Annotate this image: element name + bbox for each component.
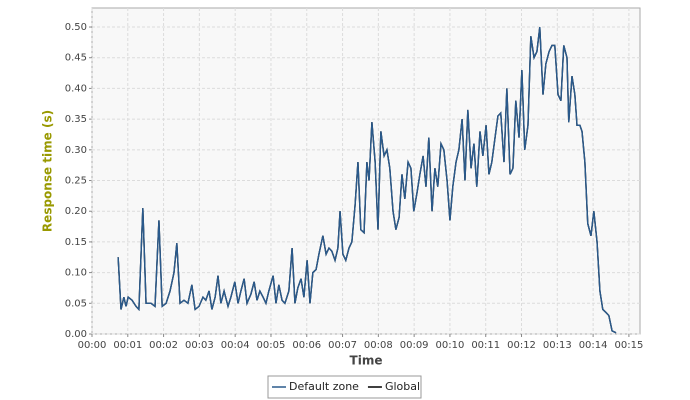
x-tick-label: 00:11	[471, 340, 500, 351]
x-tick-label: 00:07	[328, 340, 357, 351]
x-axis-label: Time	[350, 354, 383, 368]
x-tick-label: 00:05	[257, 340, 286, 351]
x-tick-label: 00:03	[185, 340, 214, 351]
y-tick-label: 0.05	[65, 298, 87, 309]
y-tick-label: 0.20	[65, 206, 87, 217]
x-tick-label: 00:12	[507, 340, 536, 351]
y-tick-label: 0.40	[65, 83, 87, 94]
legend-label: Default zone	[289, 380, 359, 393]
y-tick-label: 0.00	[65, 329, 87, 340]
legend-label: Global	[385, 380, 420, 393]
legend-box	[267, 375, 422, 399]
y-tick-label: 0.25	[65, 176, 87, 187]
y-tick-label: 0.15	[65, 237, 87, 248]
x-tick-label: 00:06	[292, 340, 321, 351]
x-tick-label: 00:00	[78, 340, 107, 351]
x-tick-label: 00:09	[400, 340, 429, 351]
y-tick-label: 0.50	[65, 22, 87, 33]
y-tick-label: 0.10	[65, 268, 87, 279]
y-tick-label: 0.35	[65, 114, 87, 125]
x-tick-label: 00:10	[436, 340, 465, 351]
x-tick-label: 00:15	[614, 340, 643, 351]
series-line	[117, 26, 617, 334]
x-tick-label: 00:02	[149, 340, 178, 351]
x-tick-label: 00:13	[543, 340, 572, 351]
y-tick-label: 0.30	[65, 145, 87, 156]
y-axis-label: Response time (s)	[41, 110, 55, 232]
x-tick-label: 00:01	[113, 340, 142, 351]
y-tick-label: 0.45	[65, 53, 87, 64]
x-tick-label: 00:08	[364, 340, 393, 351]
x-tick-label: 00:14	[579, 340, 608, 351]
x-tick-label: 00:04	[221, 340, 250, 351]
